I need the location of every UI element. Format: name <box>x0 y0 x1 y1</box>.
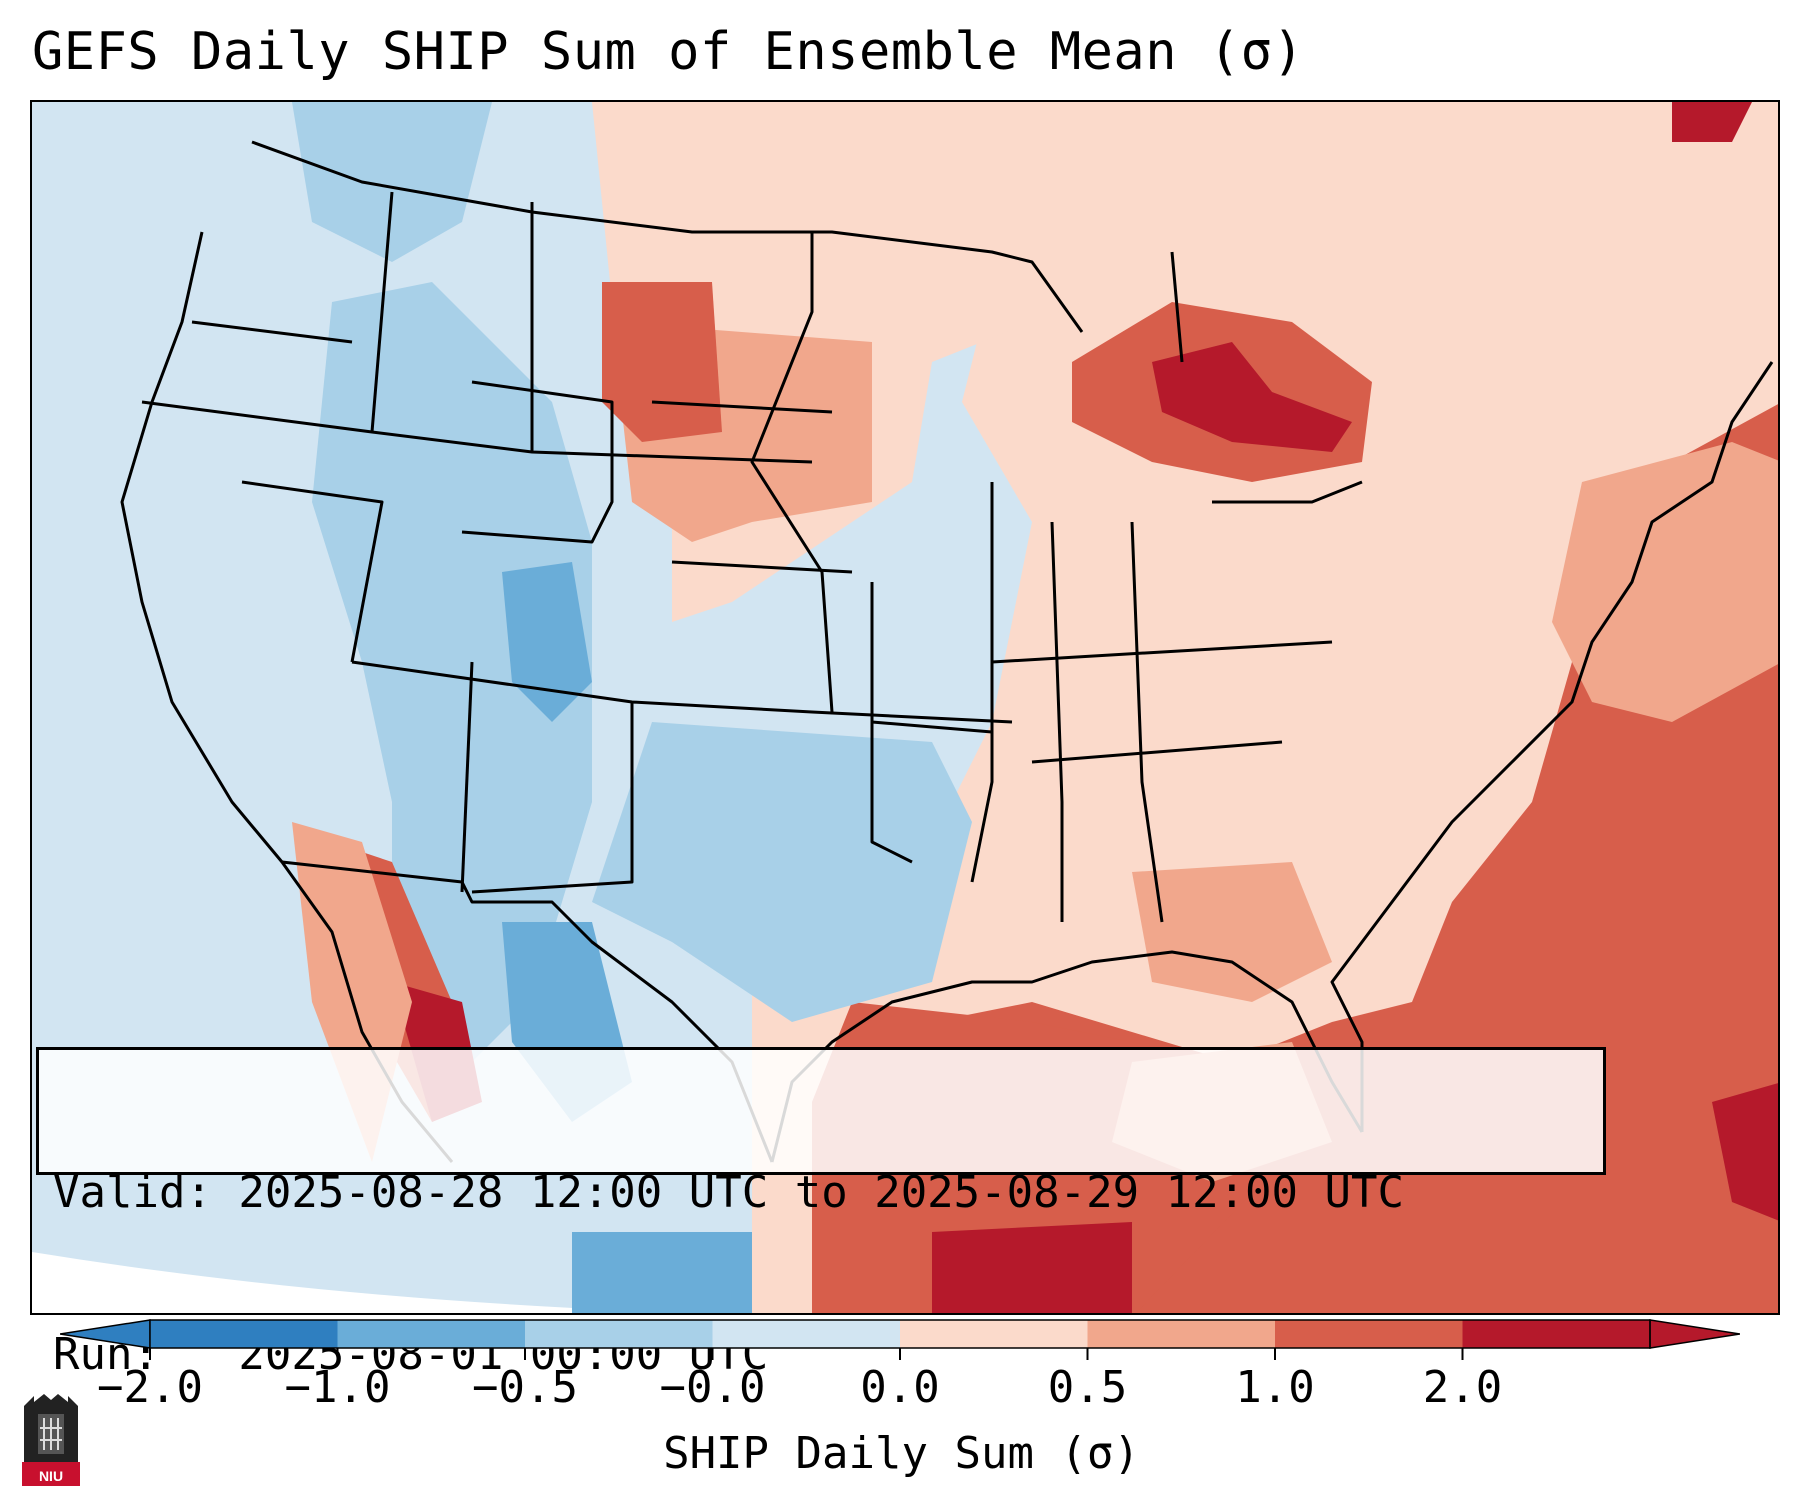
colorbar-tick-label: −0.0 <box>659 1362 766 1413</box>
state-border <box>351 660 1013 724</box>
field-southwest-mid <box>502 562 592 722</box>
colorbar-label: SHIP Daily Sum (σ) <box>663 1428 1140 1479</box>
state-border <box>1031 740 1283 764</box>
validity-info-box: Valid: 2025-08-28 12:00 UTC to 2025-08-2… <box>36 1047 1606 1380</box>
west-coast <box>120 231 454 1163</box>
page-title: GEFS Daily SHIP Sum of Ensemble Mean (σ) <box>32 22 1305 82</box>
colorbar-tick-label: 1.0 <box>1235 1362 1315 1413</box>
field-wyoming-hot <box>602 282 722 442</box>
colorbar-tick-label: 2.0 <box>1422 1362 1503 1413</box>
canada-border <box>251 140 1084 333</box>
field-southeast-patch <box>1132 862 1332 1002</box>
state-border <box>241 480 384 663</box>
state-border <box>750 232 834 713</box>
colorbar-tick-label: 0.5 <box>1047 1362 1128 1413</box>
colorbar-segment <box>525 1320 713 1348</box>
colorbar <box>60 1319 1740 1360</box>
field-ne-hot <box>1672 102 1752 142</box>
state-border <box>870 582 913 864</box>
state-border <box>1050 521 1064 922</box>
state-border <box>970 482 994 883</box>
colorbar-tick-label: −1.0 <box>284 1362 391 1413</box>
valid-time-text: Valid: 2025-08-28 12:00 UTC to 2025-08-2… <box>53 1167 1405 1218</box>
state-border <box>1130 521 1164 923</box>
colorbar-tick-label: 0.0 <box>860 1362 940 1413</box>
state-border <box>651 400 833 414</box>
state-border <box>1170 251 1184 363</box>
colorbar-extend-high <box>1649 1319 1740 1349</box>
field-mexico-cool-south <box>572 1232 752 1313</box>
colorbar-segment <box>1462 1320 1650 1348</box>
niu-logo <box>22 1394 80 1486</box>
state-border <box>671 560 853 574</box>
colorbar-segment <box>337 1320 525 1348</box>
colorbar-tick-label: −2.0 <box>97 1362 203 1413</box>
field-southwest-cool <box>312 282 592 1082</box>
field-atlantic-hot <box>1712 1083 1778 1221</box>
east-coast <box>1330 361 1774 1132</box>
state-border <box>191 320 353 344</box>
state-border <box>871 720 993 734</box>
state-border <box>1212 480 1363 504</box>
state-border <box>991 640 1333 664</box>
state-border <box>461 380 614 544</box>
field-pnw-cool <box>292 102 492 262</box>
colorbar-segment <box>1087 1320 1275 1348</box>
state-border <box>141 400 813 464</box>
niu-logo-text: NIU <box>38 1468 64 1484</box>
colorbar-segment <box>150 1320 338 1348</box>
colorbar-extend-low <box>60 1319 151 1349</box>
state-border <box>370 191 394 433</box>
colorbar-tick-label: −0.5 <box>472 1362 578 1413</box>
field-atlantic-patch <box>1552 442 1778 722</box>
field-gulf-hot <box>932 1222 1132 1313</box>
field-texas-cool <box>592 722 972 1022</box>
field-great-lakes-hot <box>1152 342 1352 452</box>
colorbar-segment <box>712 1320 900 1348</box>
colorbar-segment <box>1275 1320 1463 1348</box>
state-border <box>460 661 474 893</box>
colorbar-segment <box>900 1320 1088 1348</box>
projection-outside <box>32 1252 691 1313</box>
state-border <box>471 702 634 894</box>
